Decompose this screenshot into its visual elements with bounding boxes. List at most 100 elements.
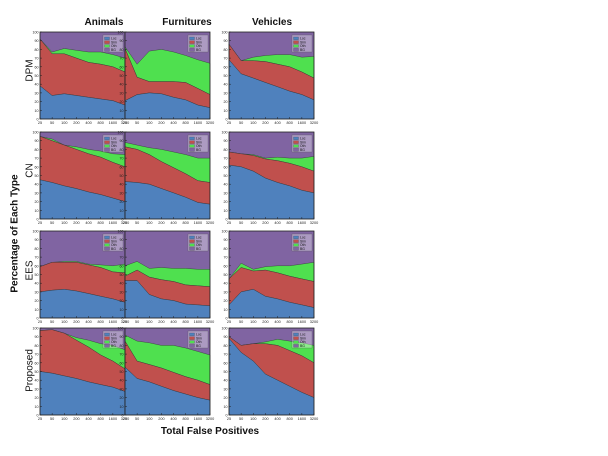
panel-dpm-vehicles-xtick-label: 800 — [287, 121, 293, 125]
panel-dpm-animals-ytick-label: 70 — [35, 57, 39, 61]
panel-dpm-vehicles-legend-label-oth: Oth — [300, 44, 306, 48]
panel-cn-animals-ytick-label: 40 — [35, 183, 39, 187]
panel-ees-furnitures-xtick-label: 100 — [146, 320, 152, 324]
panel-cn-animals-legend-label-oth: Oth — [111, 144, 117, 148]
panel-proposed-vehicles: 0 10 20 30 40 50 60 70 80 90 100 25 50 100 200 400 800 16… — [222, 327, 319, 422]
panel-ees-animals-xtick-label: 100 — [61, 320, 67, 324]
panel-cn-vehicles-legend-label-bg: BG — [300, 148, 305, 152]
panel-proposed-furnitures-legend-label-sim: Sim — [196, 336, 202, 340]
panel-dpm-vehicles-ytick-label: 0 — [226, 118, 228, 122]
panel-proposed-animals-ytick-label: 0 — [37, 414, 39, 418]
panel-dpm-vehicles-ytick-label: 100 — [222, 31, 228, 35]
panel-ees-animals-ytick-label: 60 — [35, 264, 39, 268]
panel-proposed-vehicles-xtick-label: 400 — [274, 417, 280, 421]
panel-cn-animals-legend-label-sim: Sim — [111, 140, 117, 144]
panel-dpm-furnitures-ytick-label: 100 — [118, 31, 124, 35]
panel-dpm-animals-ytick-label: 90 — [35, 39, 39, 43]
panel-proposed-furnitures-xtick-label: 100 — [146, 417, 152, 421]
panel-cn-furnitures-xtick-label: 1600 — [194, 221, 202, 225]
panel-ees-vehicles-ytick-label: 40 — [224, 282, 228, 286]
panel-cn-animals-xtick-label: 1600 — [109, 221, 117, 225]
panel-proposed-vehicles-ytick-label: 70 — [224, 353, 228, 357]
panel-dpm-furnitures-ytick-label: 30 — [120, 91, 124, 95]
panel-dpm-vehicles-ytick-label: 40 — [224, 83, 228, 87]
panel-proposed-animals-xtick-label: 100 — [61, 417, 67, 421]
panel-cn-animals-ytick-label: 50 — [35, 174, 39, 178]
panel-proposed-vehicles-xtick-label: 50 — [239, 417, 243, 421]
panel-proposed-vehicles-ytick-label: 80 — [224, 344, 228, 348]
panel-proposed-furnitures-xtick-label: 1600 — [194, 417, 202, 421]
panel-cn-animals-xtick-label: 100 — [61, 221, 67, 225]
panel-ees-animals-ytick-label: 90 — [35, 238, 39, 242]
panel-proposed-animals-legend-swatch-sim — [104, 336, 110, 340]
panel-proposed-furnitures-legend-label-oth: Oth — [196, 340, 202, 344]
panel-proposed-furnitures-ytick-label: 70 — [120, 353, 124, 357]
panel-cn-animals-ytick-label: 100 — [33, 131, 39, 135]
panel-cn-animals-ytick-label: 80 — [35, 148, 39, 152]
panel-cn-animals-legend-label-loc: Loc — [111, 137, 117, 141]
panel-proposed-vehicles-ytick-label: 40 — [224, 379, 228, 383]
panel-dpm-furnitures-legend-swatch-loc — [189, 36, 195, 40]
panel-dpm-animals-ytick-label: 20 — [35, 100, 39, 104]
panel-ees-furnitures-legend-swatch-loc — [189, 235, 195, 239]
panel-proposed-animals-ytick-label: 20 — [35, 396, 39, 400]
panel-ees-vehicles-legend-swatch-oth — [293, 243, 299, 247]
panel-ees-animals-xtick-label: 800 — [98, 320, 104, 324]
panel-dpm-vehicles-legend-label-sim: Sim — [300, 40, 306, 44]
panel-ees-animals-ytick-label: 40 — [35, 282, 39, 286]
panel-dpm-animals-xtick-label: 3200 — [121, 121, 129, 125]
panel-proposed-vehicles-legend-label-sim: Sim — [300, 336, 306, 340]
panel-dpm-animals-legend-label-oth: Oth — [111, 44, 117, 48]
panel-cn-furnitures-legend-label-bg: BG — [196, 148, 201, 152]
panel-proposed-furnitures-ytick-label: 100 — [118, 327, 124, 331]
panel-cn-animals-xtick-label: 50 — [50, 221, 54, 225]
panel-ees-vehicles-xtick-label: 3200 — [310, 320, 318, 324]
panel-ees-animals-legend-swatch-oth — [104, 243, 110, 247]
panel-ees-furnitures-legend-label-oth: Oth — [196, 243, 202, 247]
panel-dpm-vehicles-legend-label-loc: Loc — [300, 37, 306, 41]
panel-cn-furnitures-ytick-label: 0 — [122, 218, 124, 222]
panel-dpm-animals-ytick-label: 60 — [35, 65, 39, 69]
panel-ees-animals-xtick-label: 400 — [85, 320, 91, 324]
panel-cn-vehicles: 0 10 20 30 40 50 60 70 80 90 100 25 50 100 200 400 800 16… — [222, 131, 319, 226]
panel-cn-animals-ytick-label: 60 — [35, 165, 39, 169]
panel-cn-animals-xtick-label: 3200 — [121, 221, 129, 225]
panel-proposed-vehicles-ytick-label: 10 — [224, 405, 228, 409]
panel-ees-vehicles-xtick-label: 200 — [262, 320, 268, 324]
panel-proposed-animals-legend-swatch-oth — [104, 340, 110, 344]
panel-proposed-vehicles-ytick-label: 100 — [222, 327, 228, 331]
panel-proposed-animals-xtick-label: 400 — [85, 417, 91, 421]
panel-dpm-vehicles-legend-swatch-loc — [293, 36, 299, 40]
panel-ees-furnitures-xtick-label: 25 — [123, 320, 127, 324]
panel-ees-vehicles-legend-swatch-loc — [293, 235, 299, 239]
panel-proposed-vehicles-ytick-label: 60 — [224, 361, 228, 365]
panel-proposed-furnitures-xtick-label: 800 — [183, 417, 189, 421]
panel-ees-vehicles-legend-label-oth: Oth — [300, 243, 306, 247]
panel-cn-furnitures-legend-label-oth: Oth — [196, 144, 202, 148]
panel-ees-furnitures-ytick-label: 80 — [120, 247, 124, 251]
panel-proposed-furnitures-legend-label-loc: Loc — [196, 333, 202, 337]
panel-proposed-animals-ytick-label: 60 — [35, 361, 39, 365]
panel-cn-vehicles-legend-swatch-oth — [293, 144, 299, 148]
panel-proposed-animals-legend-label-oth: Oth — [111, 340, 117, 344]
panel-cn-animals-legend-swatch-sim — [104, 140, 110, 144]
panel-ees-vehicles-ytick-label: 0 — [226, 317, 228, 321]
panel-proposed-furnitures-ytick-label: 10 — [120, 405, 124, 409]
panel-ees-vehicles-ytick-label: 90 — [224, 238, 228, 242]
panel-ees-vehicles-xtick-label: 25 — [227, 320, 231, 324]
panel-ees-animals-ytick-label: 10 — [35, 308, 39, 312]
panel-dpm-animals-legend-swatch-bg — [104, 48, 110, 52]
panel-ees-animals-ytick-label: 50 — [35, 273, 39, 277]
panel-ees-animals-xtick-label: 50 — [50, 320, 54, 324]
panel-proposed-vehicles-legend-swatch-sim — [293, 336, 299, 340]
panel-cn-vehicles-ytick-label: 0 — [226, 218, 228, 222]
panel-proposed-vehicles-ytick-label: 0 — [226, 414, 228, 418]
panel-dpm-animals-ytick-label: 40 — [35, 83, 39, 87]
panel-dpm-vehicles-ytick-label: 90 — [224, 39, 228, 43]
panel-cn-animals-ytick-label: 20 — [35, 200, 39, 204]
panel-proposed-furnitures-legend-swatch-loc — [189, 332, 195, 336]
panel-cn-furnitures-legend-swatch-loc — [189, 136, 195, 140]
panel-cn-vehicles-legend-label-sim: Sim — [300, 140, 306, 144]
panel-dpm-furnitures-legend-swatch-bg — [189, 48, 195, 52]
